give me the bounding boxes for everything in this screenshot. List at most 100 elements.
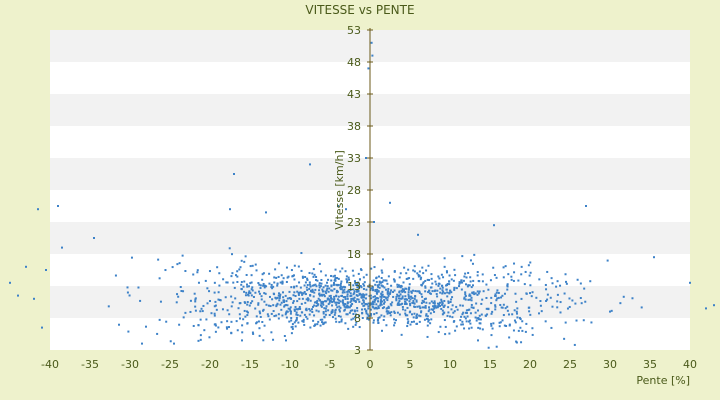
scatter-point <box>386 312 389 315</box>
scatter-point <box>322 303 325 306</box>
scatter-point <box>197 324 200 327</box>
scatter-point <box>251 300 254 303</box>
scatter-point <box>531 333 534 336</box>
scatter-point <box>246 303 249 306</box>
scatter-point <box>230 332 233 335</box>
scatter-point <box>539 304 542 307</box>
x-tick-label: 30 <box>603 358 617 371</box>
scatter-point <box>316 279 319 282</box>
scatter-point <box>315 301 318 304</box>
scatter-point <box>398 294 401 297</box>
scatter-point <box>372 306 375 309</box>
scatter-point <box>477 339 479 342</box>
scatter-point <box>404 301 407 304</box>
scatter-point <box>381 281 384 284</box>
scatter-point <box>326 298 329 301</box>
x-tick-label: 10 <box>443 358 457 371</box>
scatter-point <box>221 308 224 311</box>
scatter-point <box>249 302 252 305</box>
scatter-point <box>303 323 306 326</box>
scatter-point <box>479 327 482 330</box>
scatter-point <box>453 268 456 271</box>
scatter-point <box>606 259 609 262</box>
scatter-point <box>364 302 367 305</box>
scatter-point <box>334 309 337 312</box>
scatter-point <box>381 307 384 310</box>
scatter-point <box>189 299 192 302</box>
scatter-point <box>217 326 220 329</box>
scatter-point <box>506 305 509 308</box>
scatter-point <box>401 288 404 291</box>
scatter-point <box>496 289 499 292</box>
scatter-point <box>619 302 622 305</box>
scatter-point <box>184 270 187 273</box>
scatter-point <box>380 292 383 295</box>
scatter-point <box>282 296 285 299</box>
scatter-point <box>425 314 428 317</box>
scatter-point <box>335 291 338 294</box>
scatter-point <box>523 283 526 286</box>
scatter-point <box>159 300 162 303</box>
scatter-point <box>334 308 337 311</box>
x-tick-label: -35 <box>81 358 99 371</box>
scatter-point <box>201 310 204 313</box>
scatter-point <box>435 293 438 296</box>
scatter-point <box>361 312 364 315</box>
scatter-point <box>461 323 464 326</box>
scatter-point <box>343 308 346 311</box>
scatter-point <box>481 328 484 331</box>
scatter-point <box>348 306 351 309</box>
scatter-point <box>387 310 390 313</box>
scatter-point <box>418 290 421 293</box>
scatter-point <box>372 303 375 306</box>
scatter-point <box>335 320 338 323</box>
scatter-point <box>410 290 413 293</box>
scatter-point <box>413 265 416 268</box>
scatter-point <box>347 327 350 330</box>
scatter-point <box>246 285 249 288</box>
scatter-point <box>376 307 379 310</box>
scatter-point <box>437 331 440 334</box>
scatter-point <box>415 316 418 319</box>
scatter-point <box>310 290 313 293</box>
scatter-point <box>369 302 372 305</box>
scatter-point <box>518 316 521 319</box>
scatter-point <box>489 279 492 282</box>
scatter-point <box>417 233 419 236</box>
scatter-point <box>279 293 282 296</box>
scatter-point <box>379 304 382 307</box>
scatter-point <box>257 282 260 285</box>
scatter-point <box>449 315 452 318</box>
scatter-point <box>230 320 233 323</box>
scatter-point <box>412 320 415 323</box>
scatter-point <box>354 282 357 285</box>
x-tick-label: -25 <box>161 358 179 371</box>
scatter-point <box>334 317 337 320</box>
scatter-point <box>389 303 392 306</box>
x-tick-label: 35 <box>643 358 657 371</box>
scatter-point <box>498 325 501 328</box>
scatter-point <box>565 280 568 283</box>
scatter-point <box>405 287 408 290</box>
scatter-point <box>421 266 424 269</box>
scatter-point <box>462 279 465 282</box>
scatter-point <box>373 313 376 316</box>
scatter-point <box>327 303 330 306</box>
scatter-point <box>308 287 311 290</box>
scatter-point <box>367 302 370 305</box>
scatter-point <box>468 284 471 287</box>
scatter-point <box>499 303 502 306</box>
scatter-point <box>233 286 236 289</box>
scatter-point <box>471 262 474 265</box>
scatter-point <box>282 277 285 280</box>
scatter-point <box>459 319 462 322</box>
scatter-point <box>289 310 292 313</box>
scatter-point <box>337 302 340 305</box>
scatter-point <box>318 292 321 295</box>
scatter-point <box>378 286 381 289</box>
scatter-point <box>563 292 566 295</box>
scatter-point <box>380 303 383 306</box>
scatter-point <box>352 288 355 291</box>
scatter-point <box>194 305 197 308</box>
scatter-point <box>241 324 244 327</box>
